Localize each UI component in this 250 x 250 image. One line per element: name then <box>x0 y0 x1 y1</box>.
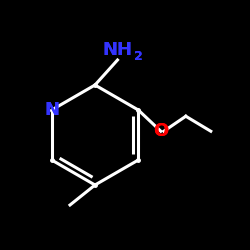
Text: NH: NH <box>102 41 132 59</box>
Text: 2: 2 <box>134 50 142 63</box>
Text: NH: NH <box>102 41 132 59</box>
Text: O: O <box>153 122 168 140</box>
Text: N: N <box>44 101 59 119</box>
Text: O: O <box>153 122 168 140</box>
Text: 2: 2 <box>134 50 142 63</box>
Text: N: N <box>44 101 59 119</box>
